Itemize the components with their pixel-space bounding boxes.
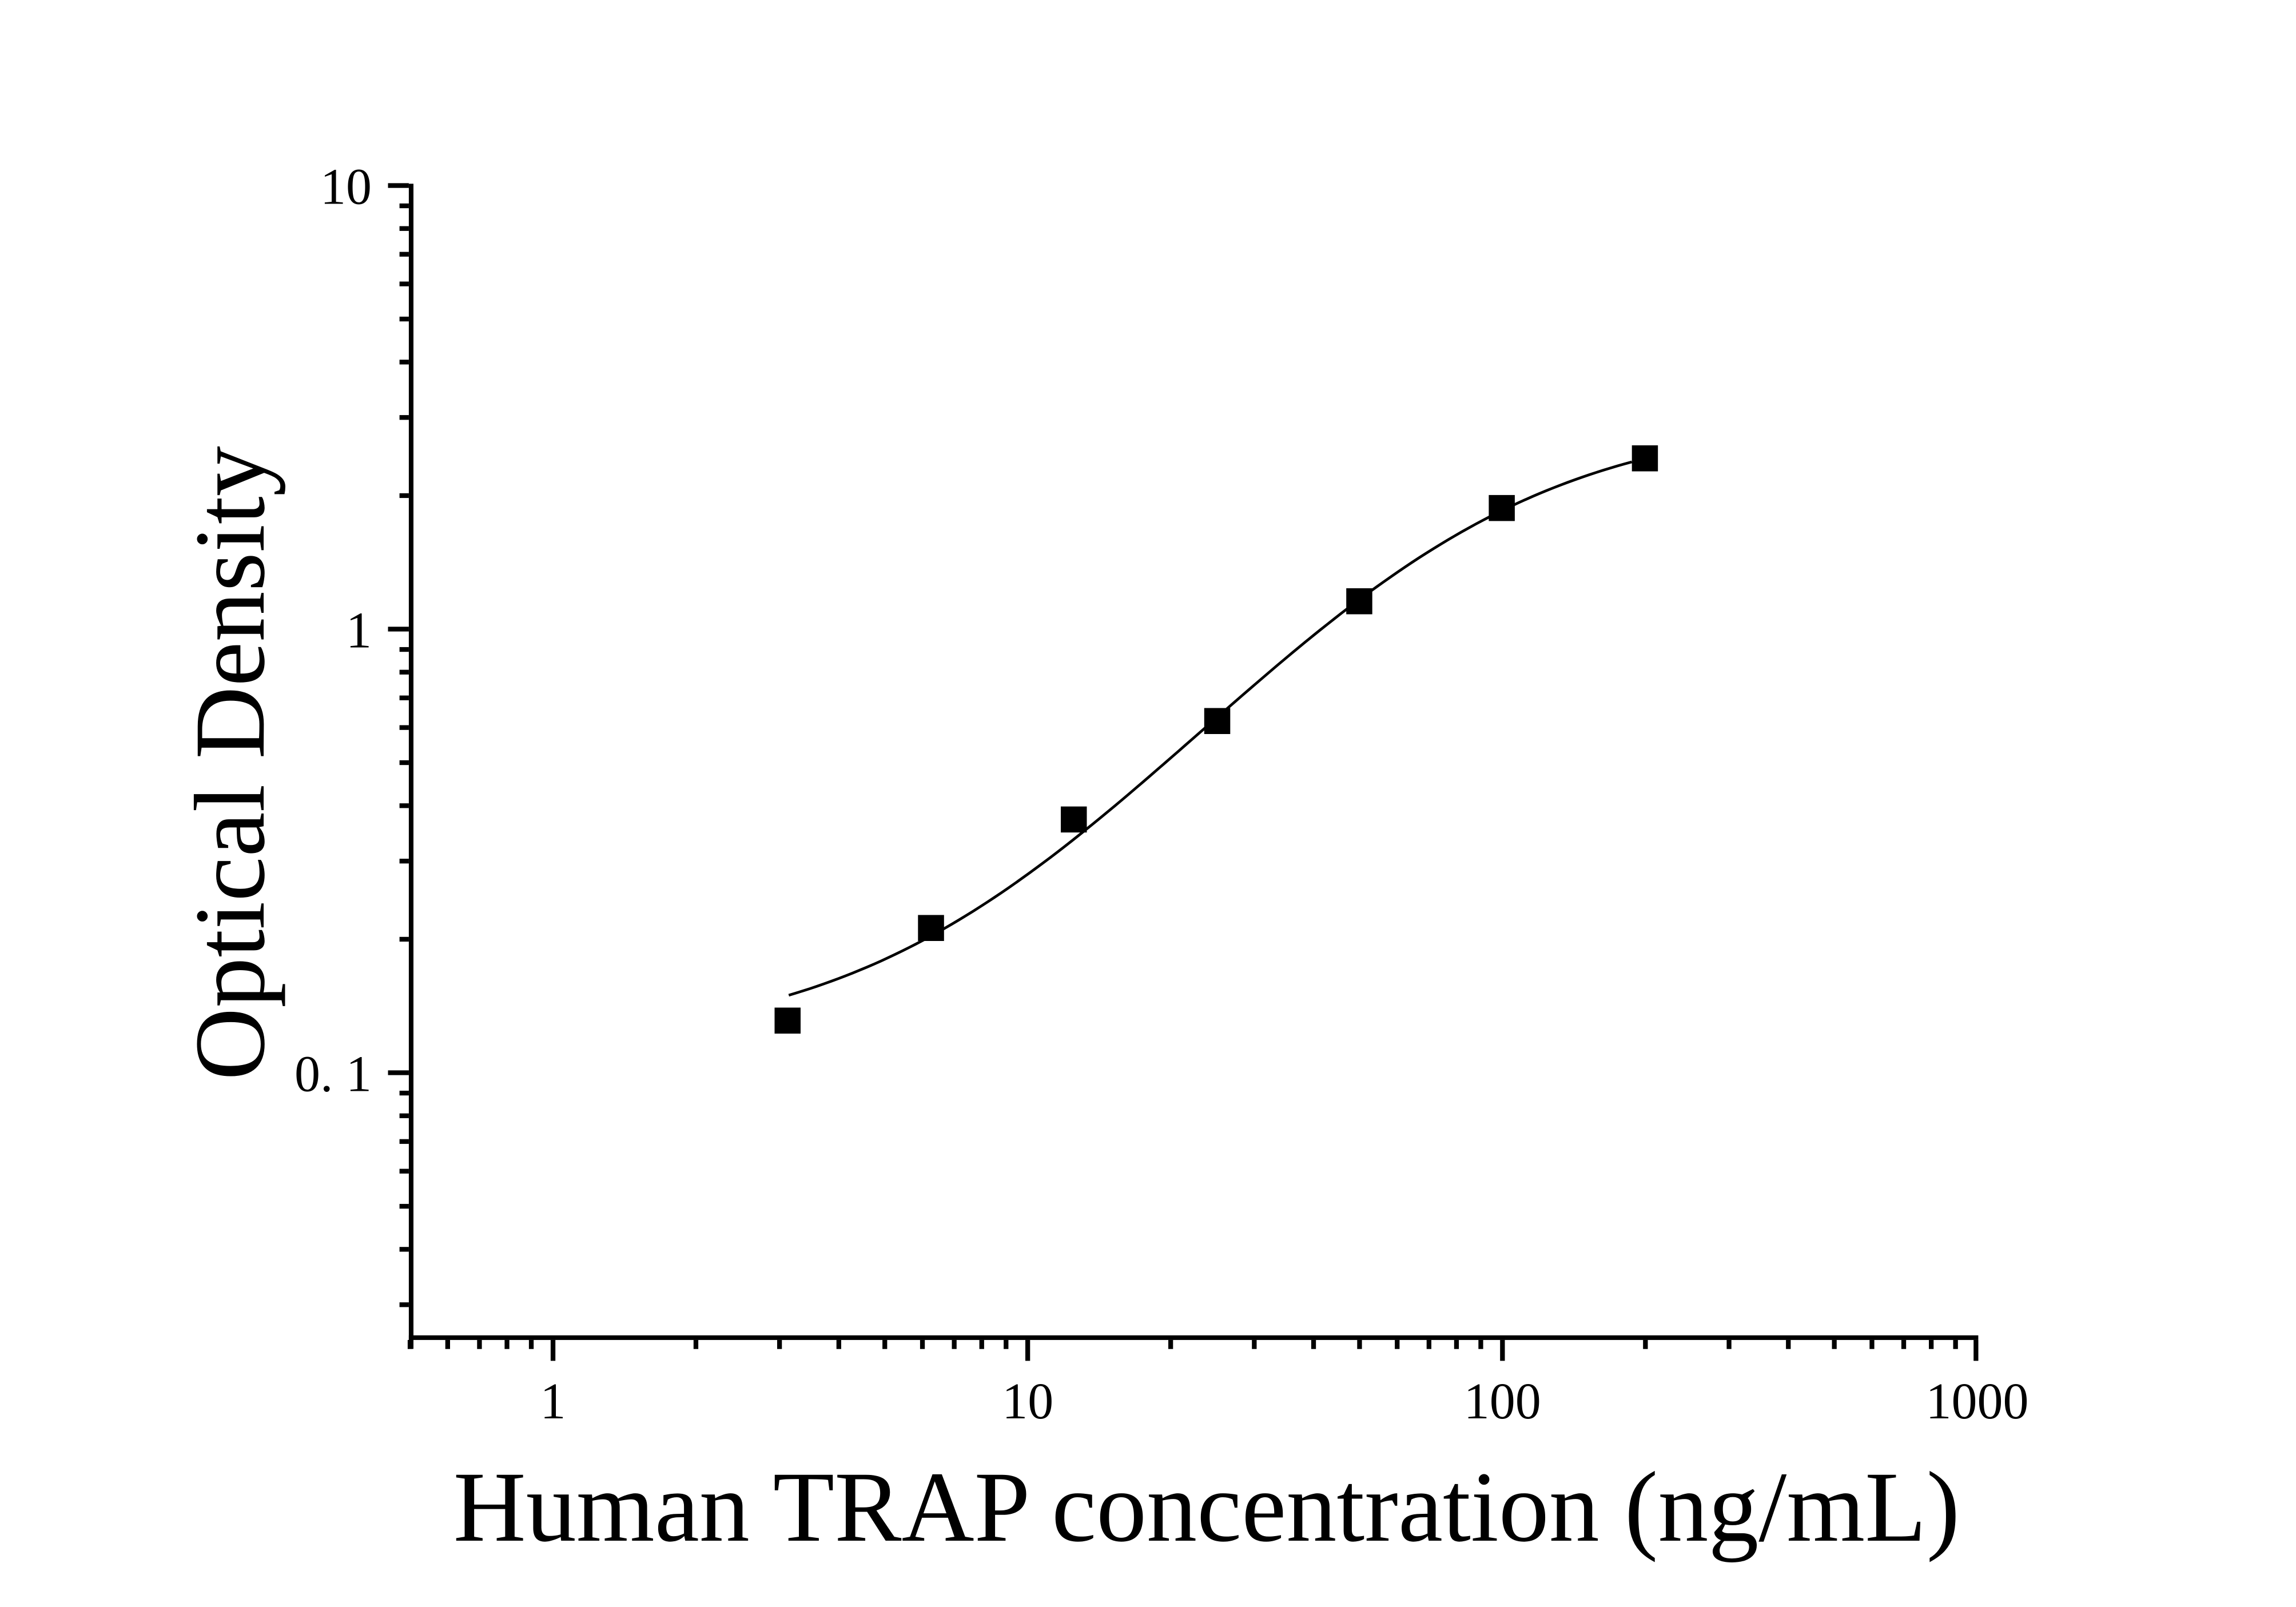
- svg-text:Optical Density: Optical Density: [174, 446, 286, 1080]
- svg-text:100: 100: [1464, 1373, 1541, 1430]
- svg-text:10: 10: [1002, 1373, 1053, 1430]
- svg-text:Human TRAP concentration (ng/m: Human TRAP concentration (ng/mL): [453, 1452, 1960, 1563]
- svg-text:1000: 1000: [1926, 1373, 2029, 1430]
- svg-text:0. 1: 0. 1: [295, 1046, 372, 1103]
- svg-text:10: 10: [320, 159, 372, 216]
- svg-text:1: 1: [346, 603, 372, 659]
- svg-text:1: 1: [540, 1373, 566, 1430]
